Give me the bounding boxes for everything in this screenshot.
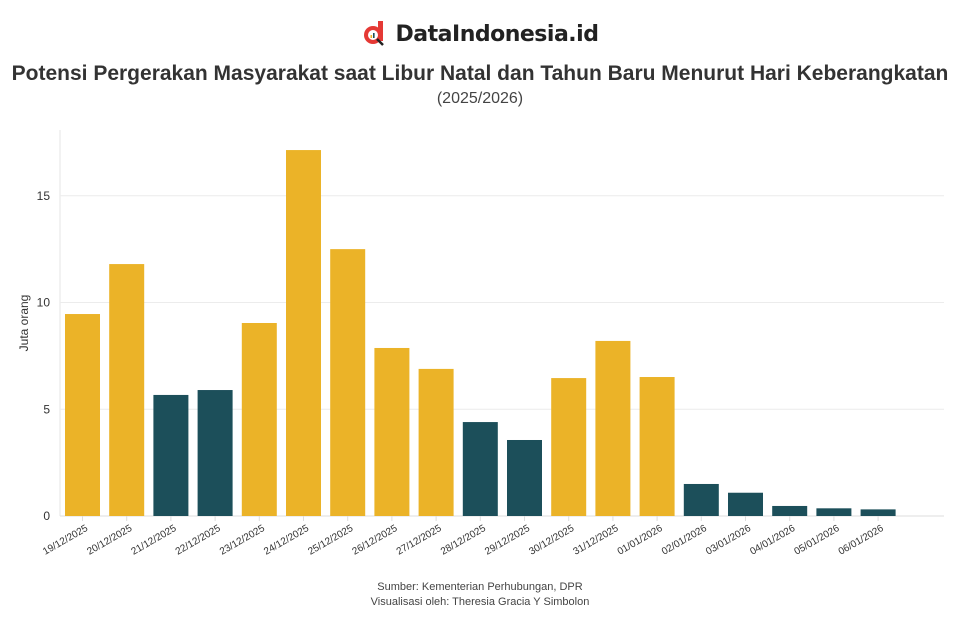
bar: [462, 422, 498, 516]
bar: [816, 508, 852, 516]
x-tick-label: 01/01/2026: [616, 523, 665, 558]
brand-name: DataIndonesia.id: [395, 21, 599, 47]
x-tick-label: 27/12/2025: [395, 523, 444, 558]
x-tick-label: 20/12/2025: [85, 523, 134, 558]
x-tick-label: 21/12/2025: [130, 523, 179, 558]
y-tick-label: 15: [37, 189, 51, 203]
bar: [241, 322, 277, 516]
x-tick-label: 25/12/2025: [306, 523, 355, 558]
brand-logo: DataIndonesia.id: [0, 20, 960, 48]
bar: [374, 347, 410, 516]
bar: [109, 264, 145, 516]
x-tick-label: 03/01/2026: [704, 523, 753, 558]
x-tick-label: 22/12/2025: [174, 523, 223, 558]
y-tick-label: 5: [43, 402, 50, 416]
bar: [330, 249, 366, 516]
magnifier-logo-icon: [363, 21, 384, 46]
x-tick-label: 05/01/2026: [793, 523, 842, 558]
bar: [286, 150, 321, 516]
x-tick-label: 06/01/2026: [837, 523, 886, 558]
bar: [153, 394, 189, 516]
y-tick-label: 10: [37, 296, 51, 310]
credit-text: Visualisasi oleh: Theresia Gracia Y Simb…: [370, 596, 590, 608]
x-tick-label: 29/12/2025: [483, 523, 532, 558]
x-tick-label: 23/12/2025: [218, 523, 267, 558]
bar: [728, 492, 763, 516]
chart-subtitle: (2025/2026): [436, 90, 524, 107]
source-text: Sumber: Kementerian Perhubungan, DPR: [377, 581, 583, 593]
x-tick-label: 30/12/2025: [527, 523, 576, 558]
x-tick-label: 31/12/2025: [572, 523, 621, 558]
x-tick-label: 26/12/2025: [351, 523, 400, 558]
bar: [639, 377, 675, 516]
x-tick-label: 04/01/2026: [748, 523, 797, 558]
bar: [65, 314, 100, 516]
bar: [197, 390, 233, 516]
x-tick-label: 28/12/2025: [439, 523, 488, 558]
chart-title: Potensi Pergerakan Masyarakat saat Libur…: [11, 62, 949, 85]
x-tick-label: 19/12/2025: [41, 523, 90, 558]
bar: [683, 483, 719, 516]
bar: [772, 505, 808, 516]
bar: [860, 509, 896, 516]
footer: Sumber: Kementerian Perhubungan, DPR Vis…: [0, 580, 960, 610]
y-axis-title: Juta orang: [17, 295, 31, 352]
bar: [507, 439, 542, 516]
bar: [418, 368, 454, 516]
bar-chart: 0 5 10 15 Juta orang 19/12/202520/12/202521/1…: [17, 130, 944, 558]
bar: [551, 378, 587, 516]
y-tick-label: 0: [43, 509, 50, 523]
x-tick-label: 24/12/2025: [262, 523, 311, 558]
x-tick-label: 02/01/2026: [660, 523, 709, 558]
bar: [595, 340, 631, 516]
